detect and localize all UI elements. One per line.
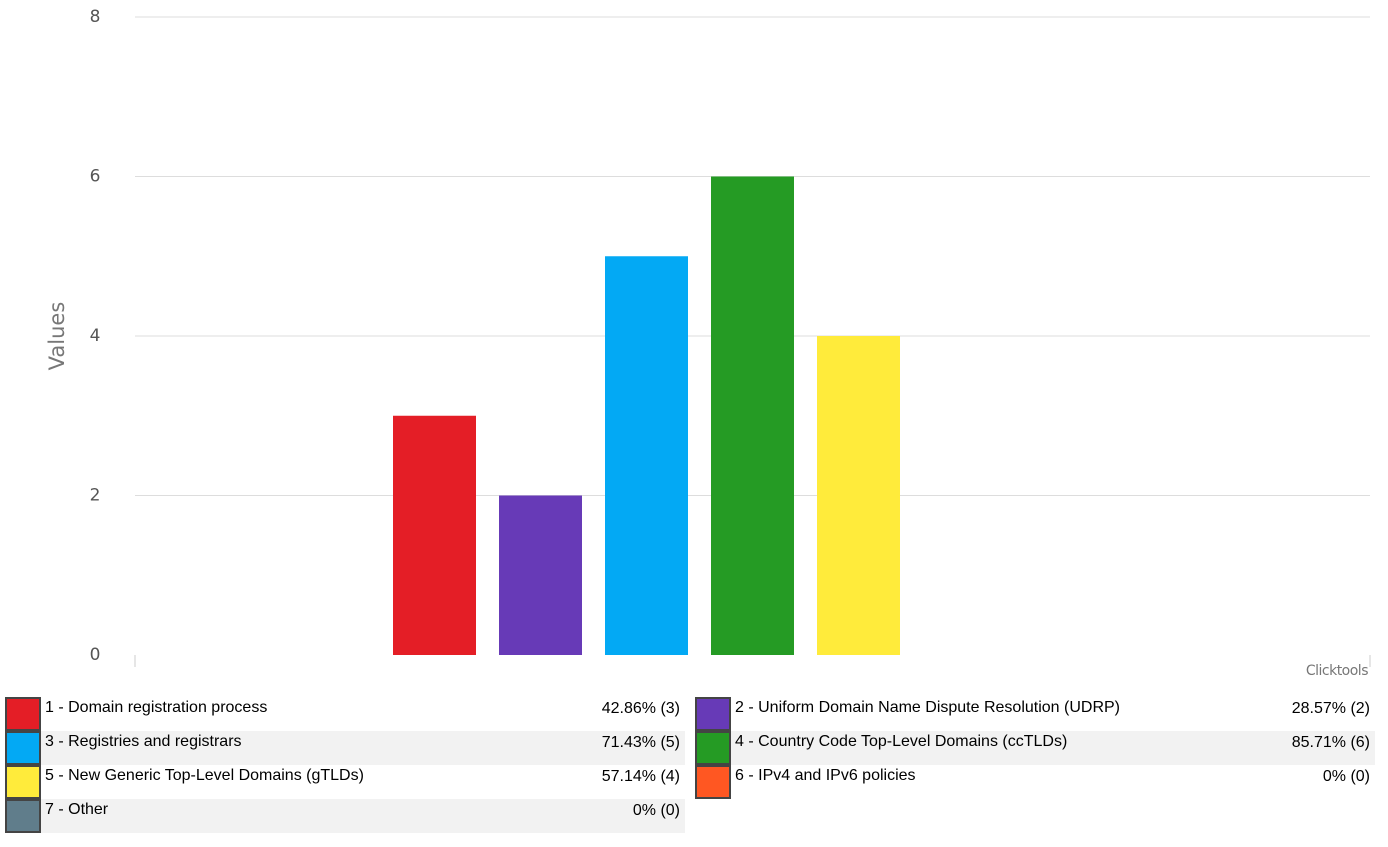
legend-label: 1 - Domain registration process	[45, 699, 268, 716]
legend-item: 1 - Domain registration process 42.86% (3…	[5, 697, 685, 731]
legend-item: 5 - New Generic Top-Level Domains (gTLDs…	[5, 765, 685, 799]
y-tick-label: 2	[90, 486, 101, 506]
legend-swatch	[695, 697, 731, 731]
legend-label: 6 - IPv4 and IPv6 policies	[735, 767, 916, 784]
legend-swatch	[5, 799, 41, 833]
legend-swatch	[695, 731, 731, 765]
legend-item: 2 - Uniform Domain Name Dispute Resoluti…	[695, 697, 1375, 731]
legend-value: 57.14% (4)	[601, 768, 680, 785]
legend-swatch	[5, 731, 41, 765]
legend-value: 42.86% (3)	[601, 700, 680, 717]
legend-label: 2 - Uniform Domain Name Dispute Resoluti…	[735, 699, 1121, 716]
chart: Values Clicktools 0 2 4 6 8	[45, 7, 1371, 679]
y-tick-label: 8	[90, 7, 101, 27]
legend-label: 3 - Registries and registrars	[45, 733, 242, 750]
bar	[605, 256, 688, 655]
legend-swatch	[695, 765, 731, 799]
legend-item: 7 - Other 0% (0)	[5, 799, 685, 833]
y-axis-label: Values	[45, 302, 69, 371]
legend-swatch	[5, 697, 41, 731]
y-tick-label: 4	[90, 326, 101, 346]
y-tick-label: 6	[90, 167, 101, 187]
legend-value: 28.57% (2)	[1291, 700, 1370, 717]
legend-value: 85.71% (6)	[1291, 734, 1370, 751]
bar	[393, 415, 476, 655]
legend: 1 - Domain registration process 42.86% (3…	[5, 697, 1375, 833]
y-tick-label: 0	[90, 645, 101, 665]
legend-value: 0% (0)	[632, 802, 680, 819]
bar	[817, 336, 900, 655]
legend-item: 4 - Country Code Top-Level Domains (ccTL…	[695, 731, 1375, 765]
legend-label: 7 - Other	[45, 801, 109, 818]
legend-value: 0% (0)	[1322, 768, 1370, 785]
legend-item: 3 - Registries and registrars 71.43% (5)	[5, 731, 685, 765]
legend-label: 5 - New Generic Top-Level Domains (gTLDs…	[45, 767, 364, 784]
legend-value: 71.43% (5)	[601, 734, 680, 751]
legend-item: 6 - IPv4 and IPv6 policies 0% (0)	[695, 765, 1375, 799]
bar	[711, 176, 794, 655]
bar	[499, 495, 582, 655]
credit: Clicktools	[1306, 663, 1368, 679]
legend-label: 4 - Country Code Top-Level Domains (ccTL…	[735, 733, 1068, 750]
legend-swatch	[5, 765, 41, 799]
